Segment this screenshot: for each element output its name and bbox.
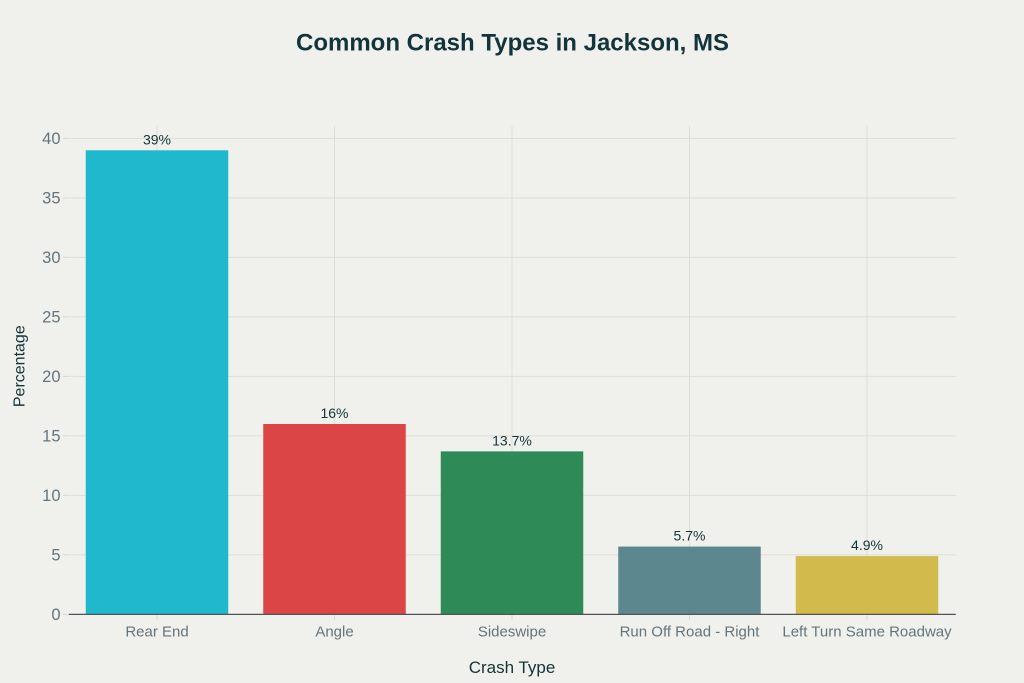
svg-text:Crash Type: Crash Type: [469, 658, 556, 677]
svg-text:10: 10: [42, 487, 60, 505]
svg-text:39%: 39%: [143, 131, 171, 147]
svg-text:Angle: Angle: [315, 623, 353, 640]
svg-text:25: 25: [42, 308, 60, 326]
svg-text:Run Off Road - Right: Run Off Road - Right: [620, 623, 761, 640]
svg-text:16%: 16%: [320, 405, 348, 421]
svg-text:0: 0: [51, 606, 60, 624]
svg-text:Left Turn Same Roadway: Left Turn Same Roadway: [782, 623, 952, 640]
svg-text:13.7%: 13.7%: [492, 432, 532, 448]
svg-text:5.7%: 5.7%: [674, 528, 706, 544]
svg-text:Rear End: Rear End: [125, 623, 188, 640]
svg-text:Common Crash Types in Jackson,: Common Crash Types in Jackson, MS: [296, 29, 729, 56]
svg-text:35: 35: [42, 189, 60, 207]
svg-text:20: 20: [42, 368, 60, 386]
svg-text:30: 30: [42, 249, 60, 267]
svg-text:4.9%: 4.9%: [851, 537, 883, 553]
svg-text:40: 40: [42, 130, 60, 148]
svg-text:5: 5: [51, 546, 60, 564]
svg-text:Sideswipe: Sideswipe: [478, 623, 546, 640]
svg-text:15: 15: [42, 427, 60, 445]
svg-text:Percentage: Percentage: [12, 325, 29, 407]
